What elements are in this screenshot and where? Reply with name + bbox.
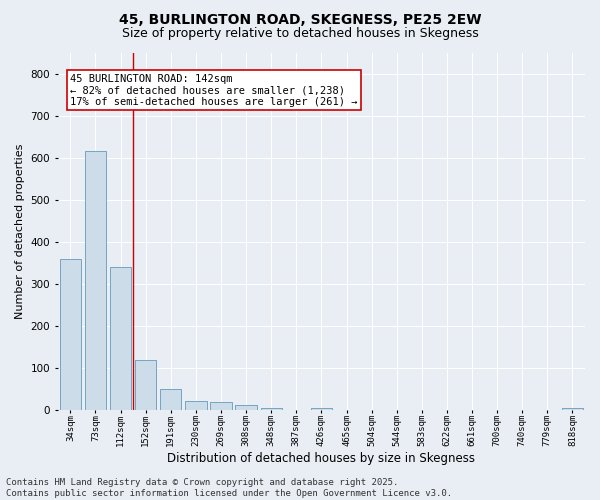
Bar (211, 402, 232, 410)
Bar (60, 258, 81, 410)
Bar (311, 408, 332, 410)
Text: 45, BURLINGTON ROAD, SKEGNESS, PE25 2EW: 45, BURLINGTON ROAD, SKEGNESS, PE25 2EW (119, 12, 481, 26)
Bar (85, 152, 106, 410)
Bar (110, 267, 131, 410)
X-axis label: Distribution of detached houses by size in Skegness: Distribution of detached houses by size … (167, 452, 475, 465)
Bar (562, 408, 583, 410)
Text: Contains HM Land Registry data © Crown copyright and database right 2025.
Contai: Contains HM Land Registry data © Crown c… (6, 478, 452, 498)
Text: Size of property relative to detached houses in Skegness: Size of property relative to detached ho… (122, 28, 478, 40)
Bar (185, 401, 206, 410)
Bar (260, 408, 282, 410)
Text: 45 BURLINGTON ROAD: 142sqm
← 82% of detached houses are smaller (1,238)
17% of s: 45 BURLINGTON ROAD: 142sqm ← 82% of deta… (70, 74, 358, 106)
Bar (235, 405, 257, 410)
Bar (160, 389, 181, 410)
Bar (135, 360, 157, 410)
Y-axis label: Number of detached properties: Number of detached properties (15, 144, 25, 319)
